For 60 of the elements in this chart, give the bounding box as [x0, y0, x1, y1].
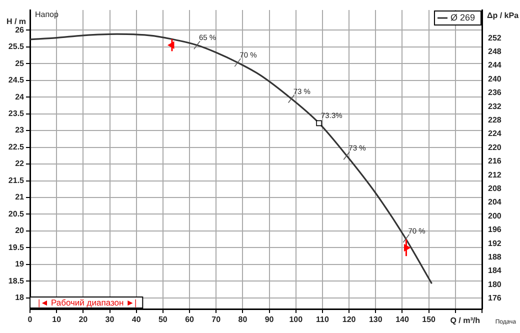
- x-tick-label: 120: [342, 315, 356, 324]
- y2-tick-label: 200: [488, 211, 502, 220]
- y2-tick-label: 184: [488, 266, 502, 276]
- y-tick-label: 22.5: [8, 142, 25, 152]
- y-tick-label: 18.5: [8, 276, 25, 286]
- line-series: [30, 33, 433, 284]
- x-tick-label: 150: [422, 315, 436, 324]
- x-tick-label: 130: [368, 315, 383, 324]
- y2-tick-label: 208: [488, 184, 502, 193]
- y2-tick-label: 204: [488, 198, 502, 207]
- y-tick-label: 21.5: [8, 176, 25, 185]
- y-tick-label: 19.5: [8, 242, 25, 252]
- x-tick-label: 100: [289, 315, 304, 324]
- x-tick-label: 0: [28, 315, 33, 324]
- y2-tick-label: 244: [488, 60, 502, 70]
- y2-tick-label: 188: [488, 252, 502, 262]
- y2-axis-title: Δp / kPa: [487, 11, 520, 20]
- y2-tick-label: 252: [488, 33, 502, 42]
- y-tick-label: 21: [15, 192, 25, 202]
- y-tick-label: 18: [15, 293, 25, 302]
- x-tick-label: 80: [238, 315, 248, 324]
- y2-tick-label: 176: [488, 294, 502, 303]
- y-tick-label: 22: [15, 159, 25, 168]
- y2-tick-label: 216: [488, 156, 502, 166]
- x-tick-label: 20: [78, 315, 88, 324]
- y2-tick-label: 236: [488, 88, 502, 98]
- x-tick-label: 40: [132, 315, 142, 324]
- x-tick-label: 110: [316, 315, 330, 324]
- x-tick-label: 10: [52, 315, 62, 324]
- legend-label: Ø 269: [450, 12, 476, 22]
- x-tick-label: 90: [264, 315, 274, 324]
- y2-tick-label: 232: [488, 102, 502, 111]
- annotation: Напор: [35, 10, 60, 20]
- y2-tick-label: 180: [488, 280, 502, 289]
- y-tick-label: 26: [15, 25, 25, 34]
- x-tick-label: 30: [105, 315, 115, 324]
- y-tick-label: 25.5: [8, 42, 25, 52]
- y2-tick-label: 248: [488, 46, 502, 56]
- y-tick-label: 19: [15, 260, 25, 269]
- y-tick-label: 24: [15, 92, 25, 102]
- y-tick-label: 20: [15, 226, 25, 236]
- x-tick-label: 70: [212, 315, 222, 324]
- y-axis-title: H / m: [6, 17, 26, 26]
- x-axis-title: Q / m³/h: [450, 316, 480, 326]
- y2-tick-label: 240: [488, 74, 502, 84]
- x-tick-label: 140: [396, 315, 410, 324]
- y2-tick-label: 228: [488, 115, 502, 124]
- x-tick-label: 60: [185, 315, 195, 324]
- y2-tick-label: 192: [488, 238, 502, 248]
- y2-tick-label: 212: [488, 170, 502, 180]
- y-tick-label: 23: [15, 126, 25, 135]
- y-tick-label: 23.5: [8, 109, 25, 118]
- y-tick-label: 20.5: [8, 209, 25, 218]
- x-tick-label: 50: [158, 315, 168, 324]
- y-tick-label: 25: [15, 58, 25, 68]
- y2-tick-label: 196: [488, 225, 502, 234]
- y2-tick-label: 224: [488, 129, 502, 138]
- y2-tick-label: 220: [488, 142, 502, 152]
- annotation: |◄ Рабочий диапазон ►|: [38, 297, 137, 308]
- y-tick-label: 24.5: [8, 76, 25, 85]
